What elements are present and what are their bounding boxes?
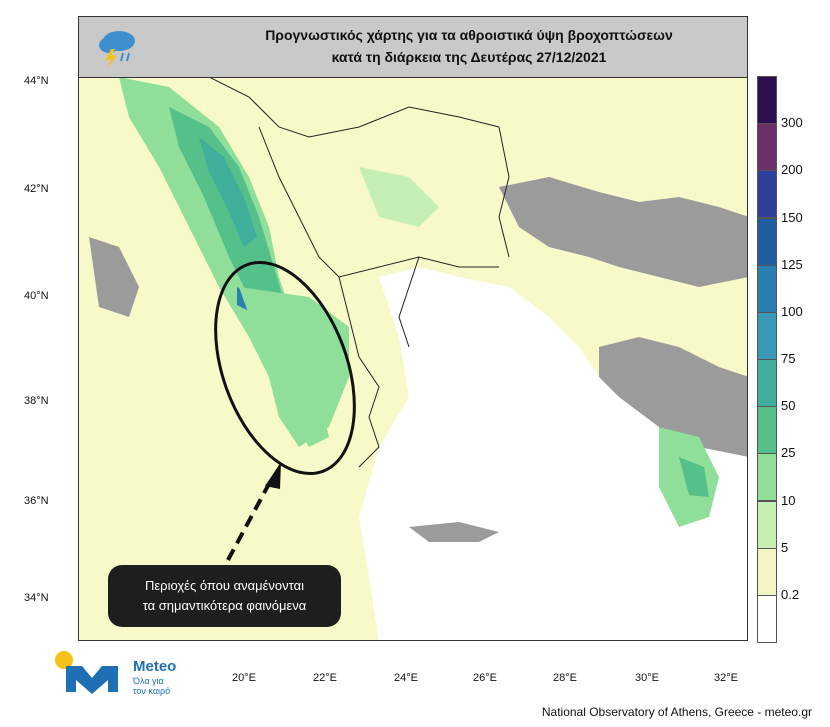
colorbar-label: 5 (781, 539, 789, 555)
weather-cloud-icon (99, 31, 135, 69)
callout-box: Περιοχές όπου αναμένονται τα σημαντικότε… (108, 565, 341, 627)
lon-label-30: 30°E (635, 672, 659, 684)
rain-central (359, 167, 439, 227)
albania-grey (89, 237, 139, 317)
colorbar-label: 100 (781, 303, 803, 319)
colorbar-label: 150 (781, 209, 803, 225)
colorbar-label: 50 (781, 398, 796, 414)
dashed-arrow (226, 481, 272, 561)
colorbar-label: 25 (781, 445, 796, 461)
lat-label-34: 34°N (24, 592, 49, 604)
colorbar-label: 0.2 (781, 586, 800, 602)
lon-label-28: 28°E (553, 672, 577, 684)
lon-label-20: 20°E (232, 672, 256, 684)
lat-label-42: 42°N (24, 183, 49, 195)
lat-label-40: 40°N (24, 290, 49, 302)
logo-tagline: Όλα για τον καιρό (133, 676, 170, 696)
footer-credit: National Observatory of Athens, Greece -… (541, 705, 812, 719)
precipitation-map (78, 16, 748, 641)
rain-band-intense (199, 137, 257, 247)
callout-line-2: τα σημαντικότερα φαινόμενα (142, 598, 307, 613)
lat-label-36: 36°N (24, 495, 49, 507)
map-canvas (89, 36, 747, 640)
colorbar-label: 75 (781, 351, 796, 366)
colorbar-label: 10 (781, 492, 796, 508)
country-borders (168, 36, 510, 468)
title-line-1: Προγνωστικός χάρτης για τα αθροιστικά ύψ… (265, 27, 673, 43)
meteo-logo-icon (55, 651, 118, 694)
colorbar-label: 125 (781, 256, 803, 272)
rain-west-greece (239, 287, 349, 447)
lon-label-22: 22°E (313, 672, 337, 684)
lat-label-38: 38°N (24, 395, 49, 407)
logo-tagline-1: Όλα για (133, 676, 164, 686)
lon-label-26: 26°E (473, 672, 497, 684)
logo-name: Meteo (133, 658, 177, 675)
crete-grey (409, 522, 499, 542)
title-bar: Προγνωστικός χάρτης για τα αθροιστικά ύψ… (78, 16, 748, 78)
lat-label-44: 44°N (24, 75, 49, 87)
lon-label-24: 24°E (394, 672, 418, 684)
logo-tagline-2: τον καιρό (133, 686, 171, 696)
rain-turkey-spot (679, 457, 709, 497)
lon-label-32: 32°E (714, 672, 738, 684)
colorbar-label: 300 (781, 115, 803, 131)
colorbar-segment (757, 594, 777, 643)
turkey-grey-area (499, 177, 747, 287)
callout-line-1: Περιοχές όπου αναμένονται (144, 578, 305, 593)
arrow-head (265, 462, 281, 489)
title-line-2: κατά τη διάρκεια της Δευτέρας 27/12/2021 (331, 49, 607, 65)
anatolia-grey-area (599, 337, 747, 457)
aegean-sea (359, 267, 747, 640)
highlight-ellipse (214, 260, 356, 476)
colorbar-label: 200 (781, 162, 803, 178)
